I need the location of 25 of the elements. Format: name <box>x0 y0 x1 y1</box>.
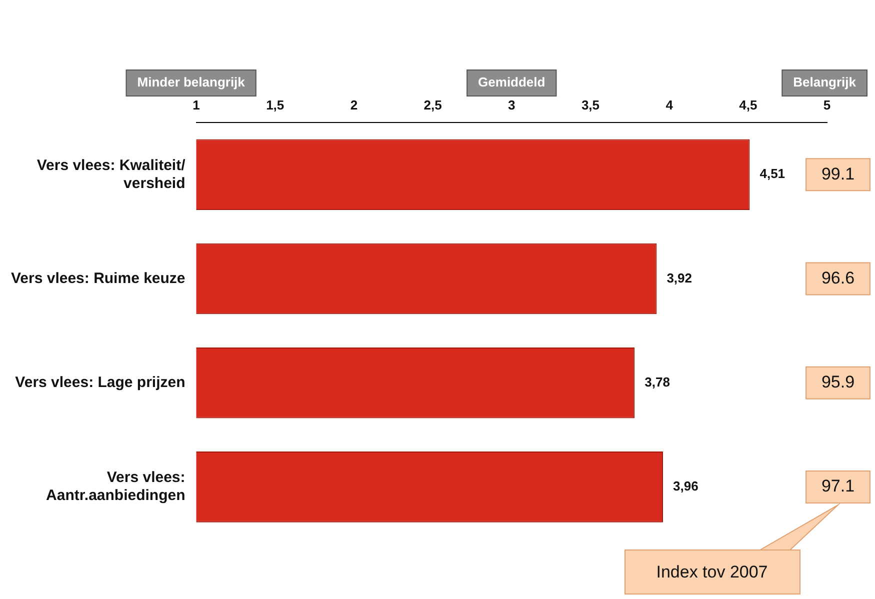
annotation: 95.9 <box>821 372 855 392</box>
x-tick-label: 2,5 <box>424 97 442 112</box>
text: Belangrijk <box>793 74 857 90</box>
x-tick-label: 1,5 <box>266 97 284 112</box>
text: Index tov 2007 <box>656 562 768 582</box>
x-tick-label: 3 <box>508 97 516 112</box>
data-label: 3,96 <box>673 478 698 494</box>
x-tick-label: 2 <box>350 97 358 112</box>
y-tick-label: Vers vlees: Kwaliteit/ versheid <box>36 156 186 192</box>
y-tick-label: Vers vlees: Ruime keuze <box>11 270 186 287</box>
data-label: 3,78 <box>644 374 670 390</box>
y-tick-label: Vers vlees: Lage prijzen <box>15 374 186 391</box>
text: Minder belangrijk <box>137 74 246 90</box>
x-tick-label: 3,5 <box>581 97 600 112</box>
annotation: 97.1 <box>821 476 855 496</box>
x-tick-label: 4 <box>666 97 674 112</box>
x-tick-label: 5 <box>823 97 831 112</box>
x-tick-label: 1 <box>192 97 200 112</box>
text: Gemiddeld <box>478 74 546 90</box>
data-label: 3,92 <box>666 270 692 286</box>
y-tick-label: Vers vlees: Aantr.aanbiedingen <box>46 469 186 504</box>
x-tick-label: 4,5 <box>739 97 758 112</box>
annotation: 99.1 <box>821 164 855 184</box>
annotation: 96.6 <box>821 268 855 288</box>
data-label: 4,51 <box>760 166 786 182</box>
